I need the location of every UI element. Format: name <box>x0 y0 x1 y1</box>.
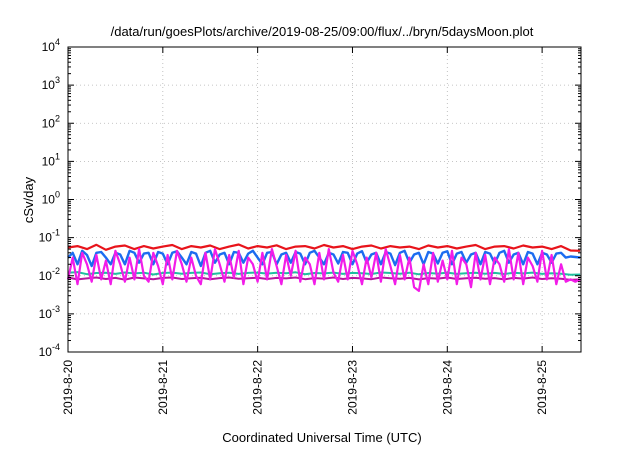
y-axis-label: cSv/day <box>21 176 36 223</box>
series-line <box>67 249 581 268</box>
y-tick-label: 101 <box>42 151 60 168</box>
chart-title: /data/run/goesPlots/archive/2019-08-25/0… <box>111 24 534 39</box>
x-tick-label: 2019-8-24 <box>440 360 454 415</box>
x-tick-label: 2019-8-20 <box>61 360 75 415</box>
x-tick-label: 2019-8-22 <box>251 360 265 415</box>
y-tick-label: 100 <box>42 190 60 207</box>
grid-lines <box>68 47 581 352</box>
series-layer <box>66 243 581 292</box>
y-tick-label: 104 <box>42 37 60 54</box>
y-tick-label: 10-1 <box>39 228 60 245</box>
x-axis-ticks: 2019-8-20 2019-8-21 2019-8-22 2019-8-23 2019… <box>61 47 549 415</box>
x-axis-label: Coordinated Universal Time (UTC) <box>222 430 421 445</box>
x-tick-label: 2019-8-23 <box>345 360 359 415</box>
series-line <box>66 248 581 292</box>
x-tick-label: 2019-8-21 <box>156 360 170 415</box>
y-tick-label: 102 <box>42 113 60 130</box>
y-tick-label: 10-4 <box>39 342 60 359</box>
y-tick-label: 10-3 <box>39 304 60 321</box>
series-line <box>67 243 581 252</box>
x-tick-label: 2019-8-25 <box>535 360 549 415</box>
y-tick-label: 10-2 <box>39 266 60 283</box>
y-axis-ticks: 10-4 10-3 10-2 10-1 100 101 102 103 104 <box>39 37 581 359</box>
y-tick-label: 103 <box>42 75 60 92</box>
